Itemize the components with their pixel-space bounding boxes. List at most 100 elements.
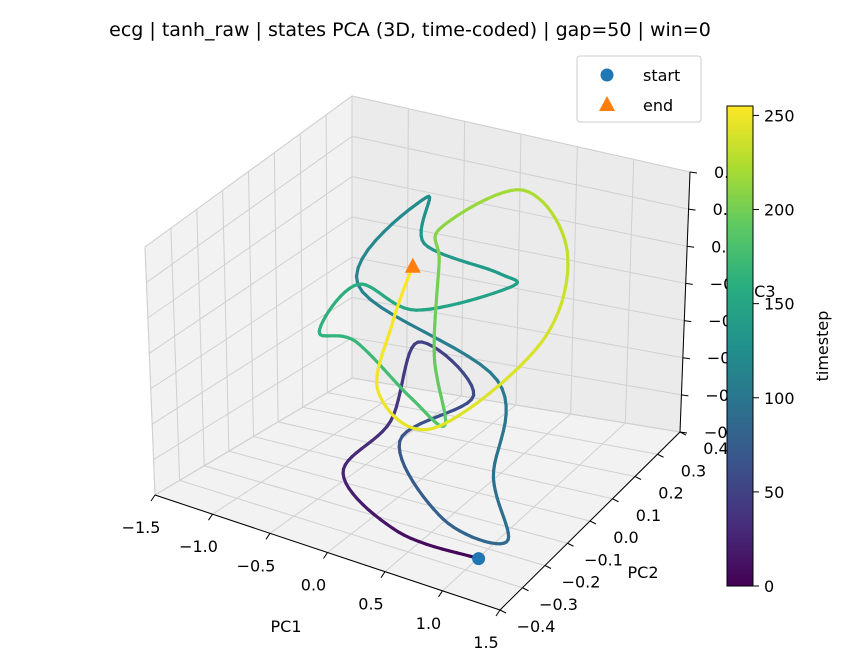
trajectory-segment bbox=[447, 301, 461, 308]
grid-line-y-floor bbox=[302, 406, 636, 477]
grid-line-z-back bbox=[351, 337, 682, 396]
z-tick-mark bbox=[689, 171, 698, 174]
y-tick-label: −0.4 bbox=[517, 617, 556, 636]
grid-line-y-left bbox=[248, 171, 254, 437]
grid-line-y-left bbox=[273, 152, 279, 422]
grid-line-z-left bbox=[151, 297, 353, 425]
y-tick-label: 0.2 bbox=[658, 484, 683, 503]
trajectory-segment bbox=[497, 374, 511, 387]
trajectory-segment bbox=[466, 400, 481, 411]
trajectory-segment bbox=[457, 299, 470, 305]
trajectory bbox=[317, 188, 570, 561]
trajectory-segment bbox=[478, 362, 492, 374]
x-tick-mark bbox=[150, 494, 156, 502]
x-tick-label: −1.5 bbox=[122, 518, 161, 537]
grid-line-x-back bbox=[460, 121, 466, 397]
x-tick-mark bbox=[495, 609, 501, 617]
y-tick-label: 0.1 bbox=[636, 506, 661, 525]
colorbar-tick-label: 150 bbox=[764, 295, 795, 314]
trajectory-segment bbox=[406, 321, 426, 334]
legend-start-label: start bbox=[643, 66, 680, 85]
z-tick-mark bbox=[685, 282, 693, 285]
trajectory-segment bbox=[452, 346, 470, 358]
x-tick-mark bbox=[323, 552, 328, 559]
trajectory-segment bbox=[477, 392, 491, 404]
colorbar-tick-label: 0 bbox=[764, 577, 774, 596]
colorbar-tick-label: 50 bbox=[764, 483, 784, 502]
grid-line-z-left bbox=[147, 176, 353, 319]
trajectory-segment bbox=[507, 366, 521, 378]
y-axis-label: PC2 bbox=[628, 563, 659, 582]
trajectory-segment bbox=[437, 338, 456, 350]
grid-line-x-back bbox=[406, 108, 409, 388]
y-tick-mark bbox=[567, 542, 574, 547]
trajectory-segment bbox=[369, 298, 383, 310]
grid-line-x-back bbox=[624, 159, 635, 424]
grid-line-z-left bbox=[146, 135, 353, 283]
trajectory-segment bbox=[373, 230, 386, 243]
colorbar-tick-label: 200 bbox=[764, 201, 795, 220]
grid-line-x-back bbox=[570, 146, 578, 415]
grid-line-y-floor bbox=[278, 421, 613, 500]
z-tick-mark bbox=[682, 357, 690, 360]
trajectory-segment bbox=[360, 248, 370, 261]
grid-line-y-floor bbox=[253, 436, 591, 522]
trajectory-segment bbox=[533, 341, 543, 353]
grid-line-y-left bbox=[299, 133, 304, 408]
grid-line-y-left bbox=[196, 209, 205, 466]
y-tick-label: −0.1 bbox=[584, 550, 623, 569]
colorbar-label: timestep bbox=[813, 311, 832, 382]
colorbar-ticks: 0 50 100 150 200 250 bbox=[753, 106, 795, 596]
grid-line-z-left bbox=[149, 216, 353, 354]
x-tick-mark bbox=[380, 571, 386, 578]
x-tick-mark bbox=[208, 513, 213, 521]
y-ticks: −0.4 −0.3 −0.2 −0.1 0.0 0.1 0.2 0.3 0.4 bbox=[499, 431, 729, 636]
colorbar: 0 50 100 150 200 250 timestep bbox=[726, 105, 832, 596]
x-axis-label: PC1 bbox=[271, 617, 302, 636]
y-tick-label: −0.2 bbox=[562, 573, 601, 592]
grid-line-z-left bbox=[154, 377, 353, 496]
x-tick-label: 1.5 bbox=[473, 633, 498, 652]
y-tick-mark bbox=[657, 453, 664, 458]
markers bbox=[404, 257, 486, 566]
trajectory-segment bbox=[366, 239, 377, 252]
grid-line-z-back bbox=[351, 216, 686, 284]
z-tick-mark bbox=[679, 431, 688, 434]
trajectory-segment bbox=[390, 214, 403, 226]
plot-3d: −1.5−1.0−0.50.00.51.01.5 −0.4−0.3−0.2−0.… bbox=[122, 95, 776, 652]
colorbar-tick-label: 100 bbox=[764, 389, 795, 408]
x-ticks: −1.5 −1.0 −0.5 0.0 0.5 1.0 1.5 bbox=[122, 494, 501, 652]
x-tick-mark bbox=[265, 533, 271, 540]
grid-line-y-left bbox=[222, 190, 230, 452]
y-tick-mark bbox=[589, 520, 597, 525]
trajectory-segment bbox=[422, 329, 441, 342]
grid-line-z-back bbox=[351, 135, 689, 210]
trajectory-segment bbox=[466, 296, 480, 303]
grid-line-z-left bbox=[144, 95, 353, 248]
x-tick-label: 1.0 bbox=[416, 614, 441, 633]
end-marker bbox=[404, 257, 421, 273]
trajectory-segment bbox=[456, 407, 470, 418]
trajectory-segment bbox=[361, 290, 373, 302]
grid-line-x-back bbox=[515, 133, 522, 406]
grid-line-z-left bbox=[153, 337, 353, 460]
y-tick-mark bbox=[522, 587, 529, 592]
legend: start end bbox=[576, 55, 702, 123]
y-tick-label: 0.3 bbox=[681, 461, 706, 480]
chart-title: ecg | tanh_raw | states PCA (3D, time-co… bbox=[109, 19, 711, 41]
grid-line-y-left bbox=[144, 246, 156, 496]
trajectory-segment bbox=[379, 306, 396, 318]
trajectory-segment bbox=[447, 414, 461, 423]
trajectory-segment bbox=[525, 349, 537, 361]
trajectory-segment bbox=[466, 354, 482, 366]
z-tick-mark bbox=[687, 245, 695, 248]
trajectory-segment bbox=[382, 222, 395, 234]
colorbar-tick-label: 250 bbox=[764, 106, 795, 125]
grid-line-z-back bbox=[351, 95, 691, 173]
x-tick-label: 0.5 bbox=[358, 595, 383, 614]
x-tick-label: −0.5 bbox=[237, 556, 276, 575]
colorbar-gradient bbox=[726, 105, 754, 587]
legend-start-marker bbox=[600, 68, 614, 82]
grid-line-z-back bbox=[351, 377, 681, 433]
